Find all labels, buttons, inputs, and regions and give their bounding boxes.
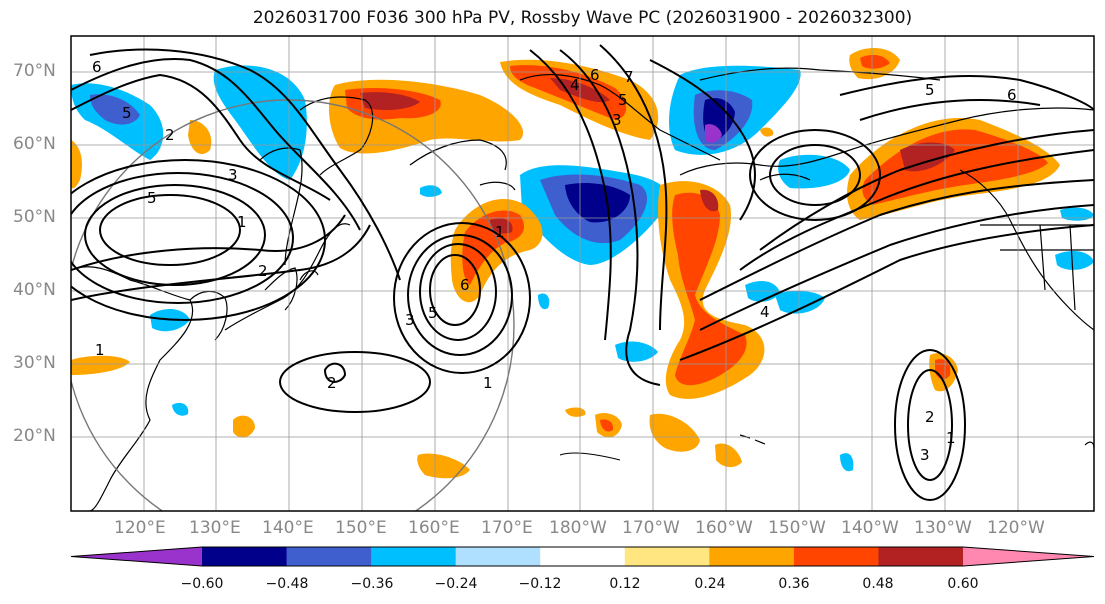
colorbar-swatch — [624, 547, 710, 566]
lat-label: 70°N — [13, 61, 56, 81]
lon-label: 160°E — [408, 518, 460, 538]
contour-label: 7 — [624, 68, 634, 86]
colorbar-swatch — [793, 547, 879, 566]
coastlines — [71, 67, 1094, 511]
colorbar-swatch — [878, 547, 964, 566]
lon-label: 170°E — [481, 518, 533, 538]
contour-label: 1 — [495, 223, 505, 241]
lon-label: 180°W — [549, 518, 607, 538]
colorbar-swatch — [540, 547, 626, 566]
contour-label: 5 — [428, 304, 438, 322]
lon-label: 150°E — [335, 518, 387, 538]
pv-contours — [71, 44, 1094, 501]
contour-labels: 5 6 5 2 3 1 6 2 1 6 5 3 1 2 1 4 5 3 7 5 … — [92, 58, 1017, 464]
colorbar-extend-low — [71, 547, 202, 566]
lat-label: 50°N — [13, 207, 56, 227]
contour-label: 2 — [327, 374, 337, 392]
graticule — [71, 36, 1094, 511]
colorbar-tick-label: 0.12 — [609, 576, 641, 592]
contour-label: 3 — [920, 446, 930, 464]
colorbar-tick-label: 0.48 — [862, 576, 894, 592]
contour-label: 1 — [946, 429, 956, 447]
contour-label: 6 — [590, 66, 600, 84]
lon-label: 120°E — [114, 518, 166, 538]
lon-label: 150°W — [768, 518, 826, 538]
contour-label: 5 — [122, 104, 132, 122]
colorbar-swatch — [286, 547, 372, 566]
lon-label: 160°W — [695, 518, 753, 538]
colorbar-extend-high — [963, 547, 1094, 566]
colorbar — [70, 546, 1095, 567]
contour-label: 5 — [147, 189, 157, 207]
colorbar-swatch — [371, 547, 457, 566]
colorbar-swatch — [455, 547, 541, 566]
lon-label: 130°E — [189, 518, 241, 538]
colorbar-swatch — [202, 547, 288, 566]
contour-label: 2 — [925, 408, 935, 426]
colorbar-tick-label: −0.60 — [180, 576, 224, 592]
colorbar-tick-label: −0.36 — [350, 576, 394, 592]
lon-label: 170°W — [622, 518, 680, 538]
colorbar-tick-label: −0.12 — [518, 576, 562, 592]
colorbar-outline — [70, 546, 1095, 567]
contour-label: 3 — [228, 166, 238, 184]
contour-label: 3 — [405, 311, 415, 329]
contour-label: 6 — [92, 58, 102, 76]
contour-label: 4 — [570, 76, 580, 94]
lon-label: 130°W — [914, 518, 972, 538]
colorbar-tick-label: 0.60 — [947, 576, 979, 592]
contour-label: 6 — [1007, 86, 1017, 104]
contour-label: 1 — [95, 341, 105, 359]
contour-label: 6 — [460, 276, 470, 294]
contour-label: 4 — [760, 303, 770, 321]
contour-label: 5 — [925, 81, 935, 99]
lon-label: 120°W — [987, 518, 1045, 538]
lon-label: 140°W — [841, 518, 899, 538]
lon-label: 140°E — [262, 518, 314, 538]
lat-label: 30°N — [13, 353, 56, 373]
contour-label: 2 — [258, 262, 268, 280]
contour-label: 1 — [483, 374, 493, 392]
colorbar-swatch — [709, 547, 795, 566]
colorbar-tick-label: −0.48 — [265, 576, 309, 592]
figure-title: 2026031700 F036 300 hPa PV, Rossby Wave … — [252, 8, 913, 28]
contour-label: 2 — [165, 126, 175, 144]
contour-label: 5 — [618, 91, 628, 109]
lat-label: 60°N — [13, 134, 56, 154]
colorbar-tick-label: 0.36 — [778, 576, 810, 592]
map-frame — [70, 35, 1095, 512]
colorbar-tick-label: 0.24 — [694, 576, 726, 592]
contour-label: 1 — [237, 213, 247, 231]
lat-label: 40°N — [13, 280, 56, 300]
lat-label: 20°N — [13, 426, 56, 446]
contour-label: 3 — [612, 111, 622, 129]
colorbar-tick-label: −0.24 — [434, 576, 478, 592]
